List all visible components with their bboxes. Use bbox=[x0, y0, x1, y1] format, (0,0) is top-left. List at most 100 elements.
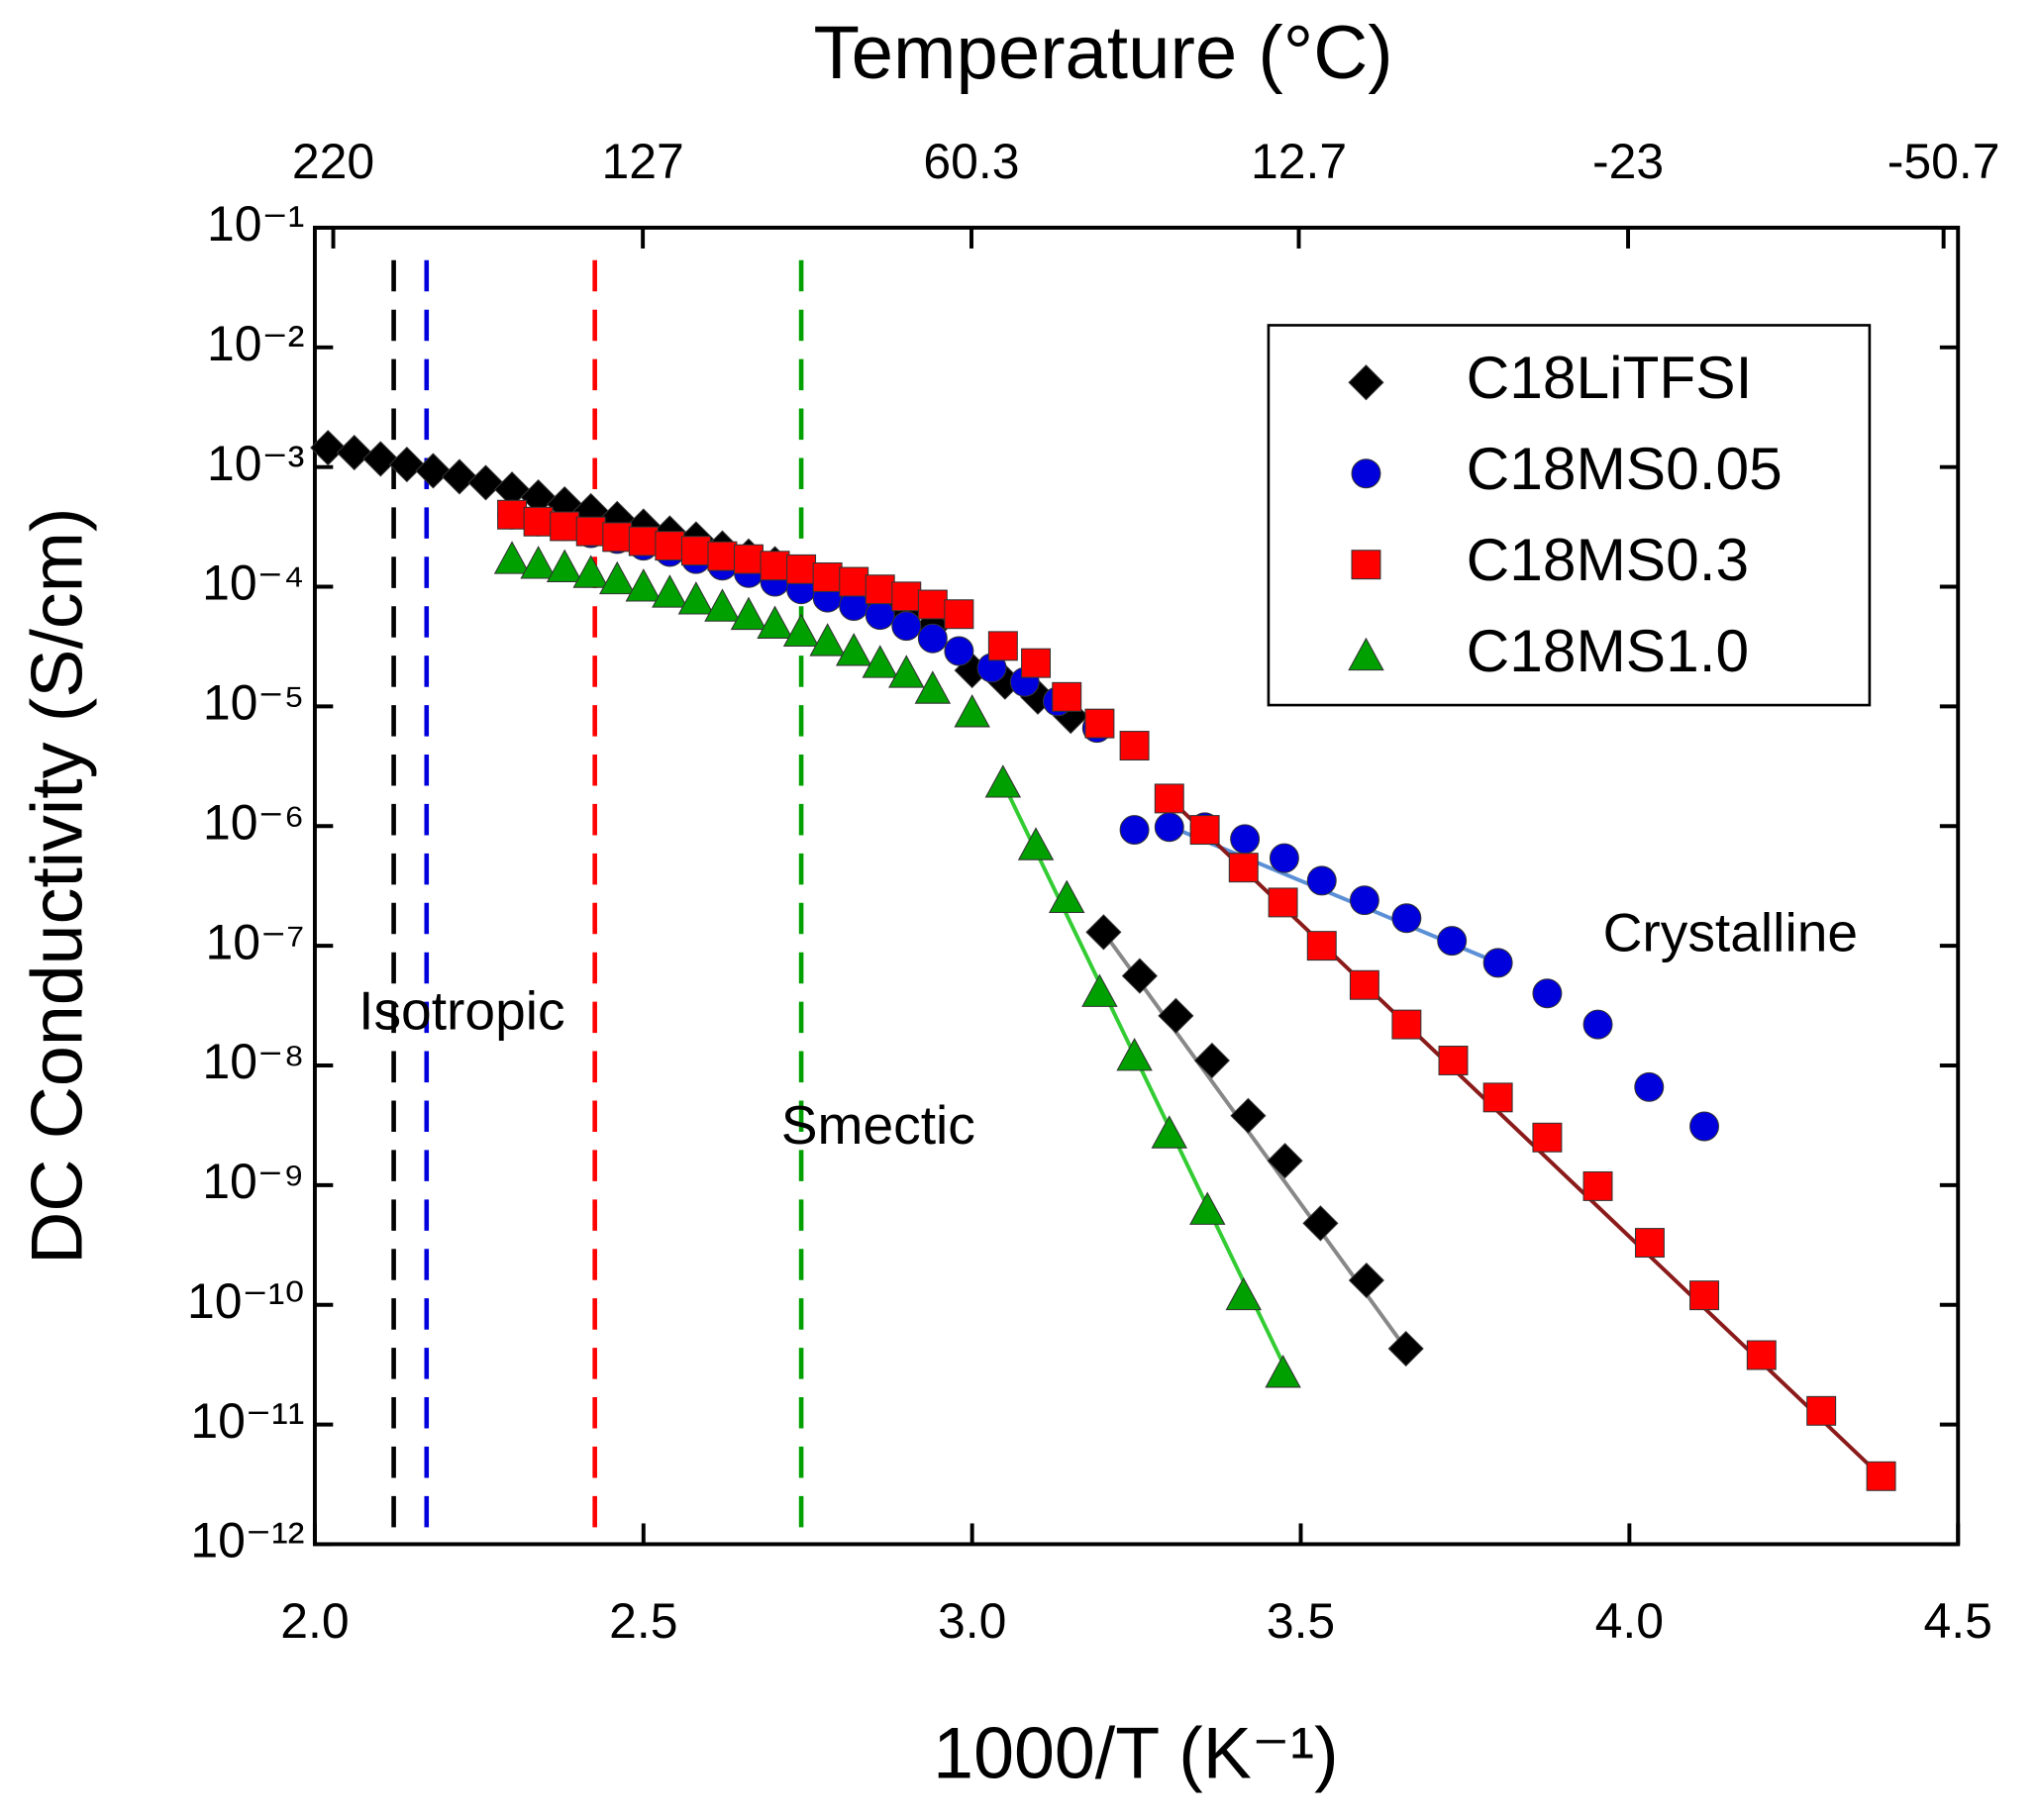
data-point bbox=[1081, 973, 1118, 1007]
data-point bbox=[1582, 1170, 1613, 1201]
y-tick-label: 10⁻¹⁰ bbox=[187, 1273, 304, 1329]
data-point bbox=[1154, 783, 1184, 814]
data-point bbox=[1387, 1330, 1424, 1367]
data-point bbox=[1634, 1071, 1665, 1102]
y-tick-label: 10⁻³ bbox=[207, 436, 304, 491]
data-point bbox=[388, 447, 425, 483]
data-point bbox=[1084, 708, 1115, 739]
y-axis-label: DC Conductivity (S/cm) bbox=[15, 508, 97, 1264]
data-point bbox=[812, 561, 843, 592]
data-point bbox=[1746, 1340, 1777, 1370]
data-point bbox=[310, 430, 347, 466]
data-point bbox=[1116, 1037, 1153, 1071]
data-point bbox=[917, 623, 948, 654]
data-point bbox=[786, 554, 817, 584]
data-point bbox=[1119, 815, 1150, 846]
data-point bbox=[599, 560, 636, 595]
data-point bbox=[888, 655, 925, 688]
data-point bbox=[1230, 1097, 1267, 1134]
data-point bbox=[1532, 1122, 1563, 1153]
data-point bbox=[730, 596, 767, 631]
annotation: Isotropic bbox=[358, 979, 564, 1041]
data-point bbox=[628, 526, 659, 556]
data-point bbox=[809, 623, 846, 657]
annotation: Crystalline bbox=[1603, 902, 1858, 963]
data-point bbox=[1582, 1009, 1613, 1040]
data-point bbox=[839, 566, 869, 597]
data-point bbox=[917, 589, 948, 620]
y-tick-label: 10⁻⁴ bbox=[202, 556, 304, 611]
data-point bbox=[497, 499, 528, 530]
x2-tick-label: 60.3 bbox=[923, 134, 1019, 189]
data-point bbox=[865, 574, 895, 605]
data-point bbox=[1482, 1082, 1513, 1113]
data-point bbox=[415, 453, 452, 489]
legend-marker bbox=[1351, 458, 1381, 489]
data-point bbox=[1228, 853, 1259, 883]
data-point bbox=[1268, 887, 1298, 918]
data-point bbox=[655, 531, 685, 561]
data-point bbox=[1189, 1191, 1226, 1225]
data-point bbox=[1154, 812, 1184, 843]
legend-label: C18LiTFSI bbox=[1467, 344, 1753, 411]
plot-frame bbox=[312, 225, 1961, 1547]
y-tick-label: 10⁻⁶ bbox=[203, 794, 304, 850]
data-point bbox=[914, 670, 952, 704]
legend-marker bbox=[1348, 637, 1384, 671]
data-point bbox=[1391, 903, 1422, 934]
data-point bbox=[520, 546, 557, 579]
legend-label: C18MS0.05 bbox=[1467, 435, 1783, 502]
annotation: Smectic bbox=[781, 1094, 975, 1156]
legend-label: C18MS1.0 bbox=[1467, 617, 1749, 684]
data-point bbox=[493, 541, 531, 574]
data-point bbox=[1017, 827, 1055, 860]
data-point bbox=[944, 599, 974, 630]
y-tick-label: 10⁻⁷ bbox=[206, 914, 305, 969]
data-point bbox=[1438, 1046, 1469, 1075]
data-point bbox=[362, 441, 399, 477]
data-point bbox=[987, 631, 1018, 661]
data-point bbox=[441, 458, 478, 495]
y-tick-label: 10⁻⁹ bbox=[202, 1154, 304, 1209]
y-tick-label: 10⁻¹ bbox=[207, 196, 304, 252]
x2-tick-label: 12.7 bbox=[1251, 134, 1347, 189]
data-point bbox=[1689, 1111, 1720, 1142]
data-point bbox=[1348, 1262, 1384, 1299]
data-point bbox=[757, 605, 793, 639]
data-point bbox=[1121, 958, 1158, 994]
data-point bbox=[1230, 824, 1261, 855]
data-point bbox=[891, 611, 922, 642]
data-point bbox=[1158, 997, 1194, 1034]
data-point bbox=[1193, 1042, 1230, 1079]
data-point bbox=[652, 574, 688, 608]
data-point bbox=[782, 613, 820, 648]
data-point bbox=[546, 549, 583, 582]
data-point bbox=[704, 588, 741, 622]
data-point bbox=[1151, 1115, 1187, 1149]
x-tick-label: 4.5 bbox=[1924, 1593, 1992, 1649]
data-point bbox=[891, 581, 922, 612]
y-tick-label: 10⁻² bbox=[207, 316, 304, 371]
data-point bbox=[1049, 879, 1085, 914]
data-point bbox=[1267, 1143, 1303, 1179]
data-point bbox=[550, 511, 580, 542]
x-tick-label: 3.0 bbox=[938, 1593, 1006, 1649]
data-point bbox=[1085, 914, 1122, 951]
data-point bbox=[1634, 1228, 1665, 1259]
data-point bbox=[734, 544, 764, 574]
data-point bbox=[680, 536, 711, 566]
y-tick-label: 10⁻⁵ bbox=[203, 675, 305, 731]
data-point bbox=[865, 600, 895, 631]
data-point bbox=[602, 522, 633, 553]
y-tick-label: 10⁻¹¹ bbox=[190, 1393, 304, 1449]
data-point bbox=[1437, 926, 1468, 957]
x-tick-label: 2.0 bbox=[280, 1593, 349, 1649]
x2-tick-label: -23 bbox=[1592, 134, 1664, 189]
data-point bbox=[1225, 1276, 1262, 1311]
data-point bbox=[1349, 885, 1379, 916]
y-tick-label: 10⁻¹² bbox=[190, 1513, 304, 1568]
data-point bbox=[760, 551, 790, 581]
x-tick-label: 4.0 bbox=[1595, 1593, 1664, 1649]
data-point bbox=[984, 764, 1022, 798]
data-point bbox=[1689, 1280, 1720, 1311]
